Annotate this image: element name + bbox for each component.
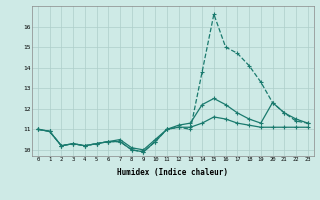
X-axis label: Humidex (Indice chaleur): Humidex (Indice chaleur) <box>117 168 228 177</box>
